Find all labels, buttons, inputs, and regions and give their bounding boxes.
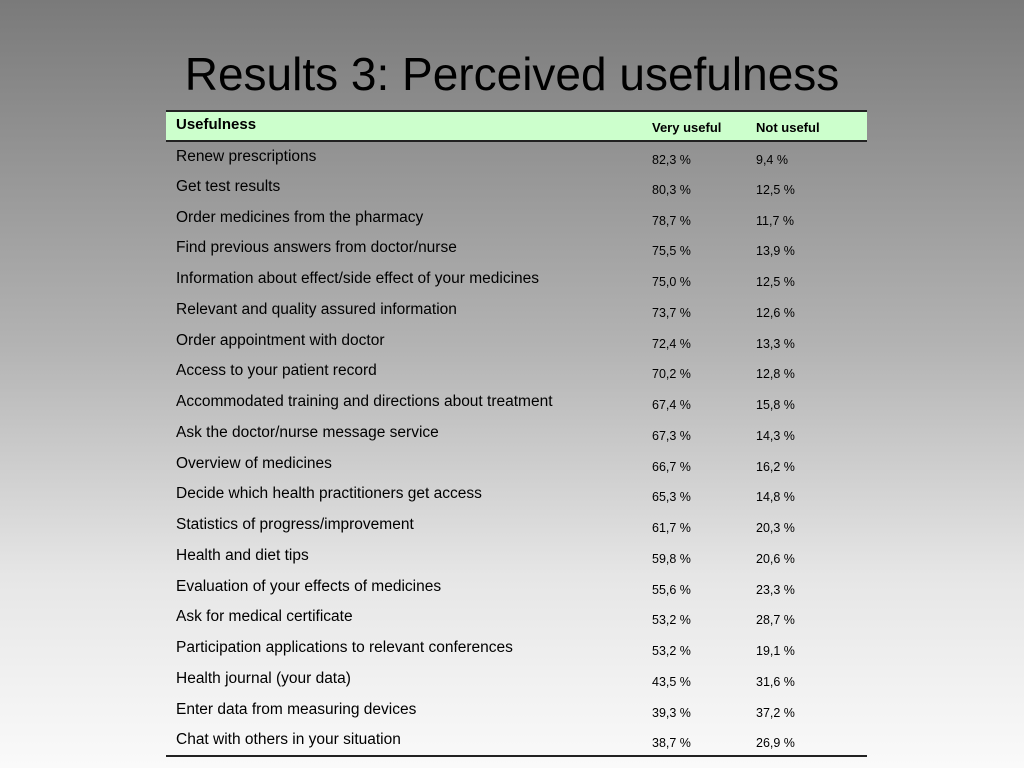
not-useful-value: 26,9 % xyxy=(746,725,867,757)
row-label: Order appointment with doctor xyxy=(176,331,385,349)
very-useful-value: 53,2 % xyxy=(652,613,691,628)
very-useful-value: 55,6 % xyxy=(652,582,691,597)
table-row: Order appointment with doctor 72,4 % 13,3 … xyxy=(166,326,867,357)
very-useful-value: 78,7 % xyxy=(652,213,691,228)
table-row: Access to your patient record 70,2 % 12,8 … xyxy=(166,356,867,387)
very-useful-value: 70,2 % xyxy=(652,367,691,382)
very-useful-value: 67,4 % xyxy=(652,398,691,412)
table-row: Health and diet tips 59,8 % 20,6 % xyxy=(166,541,867,572)
row-label: Relevant and quality assured information xyxy=(176,300,457,318)
not-useful-value: 13,3 % xyxy=(756,336,795,351)
table-row: Accommodated training and directions abo… xyxy=(166,387,867,418)
table-row: Ask the doctor/nurse message service 67,3… xyxy=(166,418,867,449)
row-label: Enter data from measuring devices xyxy=(176,700,417,718)
very-useful-value: 73,7 % xyxy=(652,305,691,320)
very-useful-value: 82,3 % xyxy=(652,153,691,167)
very-useful-value: 66,7 % xyxy=(652,459,691,474)
not-useful-value: 14,8 % xyxy=(756,490,795,505)
very-useful-value: 80,3 % xyxy=(652,182,691,197)
row-label: Information about effect/side effect of … xyxy=(176,270,540,287)
table-row: Evaluation of your effects of medicines 5… xyxy=(166,572,867,603)
row-label: Participation applications to relevant c… xyxy=(176,639,513,656)
row-label: Ask for medical certificate xyxy=(176,608,353,626)
table-header-row: Usefulness Very useful Not useful xyxy=(166,110,867,142)
very-useful-value: 67,3 % xyxy=(652,428,691,443)
table-row: Information about effect/side effect of … xyxy=(166,264,867,295)
not-useful-value: 12,5 % xyxy=(756,275,795,289)
row-label: Statistics of progress/improvement xyxy=(176,516,414,533)
not-useful-value: 12,6 % xyxy=(756,305,795,320)
row-label: Decide which health practitioners get ac… xyxy=(176,485,482,503)
not-useful-value: 31,6 % xyxy=(756,674,795,689)
table-row: Statistics of progress/improvement 61,7 %… xyxy=(166,510,867,541)
not-useful-value: 23,3 % xyxy=(756,582,795,597)
row-label: Renew prescriptions xyxy=(176,148,317,165)
table-row: Find previous answers from doctor/nurse 7… xyxy=(166,233,867,264)
row-label: Health and diet tips xyxy=(176,546,309,564)
table-row: Overview of medicines 66,7 % 16,2 % xyxy=(166,449,867,480)
header-very-useful: Very useful xyxy=(642,110,746,142)
not-useful-value: 14,3 % xyxy=(756,428,795,443)
not-useful-value: 28,7 % xyxy=(756,613,795,628)
very-useful-value: 43,5 % xyxy=(652,674,691,689)
not-useful-value: 16,2 % xyxy=(756,459,795,474)
row-label: Order medicines from the pharmacy xyxy=(176,208,424,226)
table-row: Chat with others in your situation 38,7 %… xyxy=(166,725,867,757)
header-usefulness: Usefulness xyxy=(166,110,642,142)
row-label: Overview of medicines xyxy=(176,454,332,472)
not-useful-value: 11,7 % xyxy=(756,213,794,228)
table-header: Usefulness Very useful Not useful xyxy=(166,110,867,142)
table-row: Relevant and quality assured information… xyxy=(166,295,867,326)
very-useful-value: 75,5 % xyxy=(652,244,691,259)
not-useful-value: 20,3 % xyxy=(756,521,795,535)
row-label: Find previous answers from doctor/nurse xyxy=(176,239,457,257)
not-useful-value: 12,8 % xyxy=(756,367,795,382)
not-useful-value: 12,5 % xyxy=(756,182,795,197)
very-useful-value: 59,8 % xyxy=(652,551,691,566)
not-useful-value: 9,4 % xyxy=(756,153,788,167)
table-row: Get test results 80,3 % 12,5 % xyxy=(166,172,867,203)
very-useful-value: 72,4 % xyxy=(652,336,691,351)
row-label: Ask the doctor/nurse message service xyxy=(176,423,439,441)
very-useful-value: 53,2 % xyxy=(652,644,691,658)
slide-title: Results 3: Perceived usefulness xyxy=(184,48,840,100)
very-useful-value: 38,7 % xyxy=(642,725,746,757)
not-useful-value: 13,9 % xyxy=(756,244,795,259)
row-label: Access to your patient record xyxy=(176,362,377,380)
header-not-useful: Not useful xyxy=(746,110,867,142)
very-useful-value: 39,3 % xyxy=(652,705,691,720)
table-row: Ask for medical certificate 53,2 % 28,7 % xyxy=(166,602,867,633)
not-useful-value: 15,8 % xyxy=(756,398,795,412)
very-useful-value: 61,7 % xyxy=(652,521,691,535)
not-useful-value: 20,6 % xyxy=(756,551,795,566)
row-label: Accommodated training and directions abo… xyxy=(176,393,553,410)
row-label: Evaluation of your effects of medicines xyxy=(176,577,442,595)
table-row: Renew prescriptions 82,3 % 9,4 % xyxy=(166,141,867,172)
very-useful-value: 75,0 % xyxy=(652,275,691,289)
table-row: Participation applications to relevant c… xyxy=(166,633,867,664)
table-body: Renew prescriptions 82,3 % 9,4 % Get test r… xyxy=(166,141,867,757)
table-row: Enter data from measuring devices 39,3 % 3… xyxy=(166,695,867,726)
table-row: Decide which health practitioners get ac… xyxy=(166,479,867,510)
very-useful-value: 65,3 % xyxy=(652,490,691,505)
not-useful-value: 19,1 % xyxy=(756,644,795,658)
usefulness-table: Usefulness Very useful Not useful Renew … xyxy=(166,110,867,757)
table-row: Health journal (your data) 43,5 % 31,6 % xyxy=(166,664,867,695)
row-label: Get test results xyxy=(176,177,281,195)
not-useful-value: 37,2 % xyxy=(756,705,795,720)
table-row: Order medicines from the pharmacy 78,7 % 1… xyxy=(166,203,867,234)
row-label: Chat with others in your situation xyxy=(166,725,642,757)
row-label: Health journal (your data) xyxy=(176,669,351,687)
